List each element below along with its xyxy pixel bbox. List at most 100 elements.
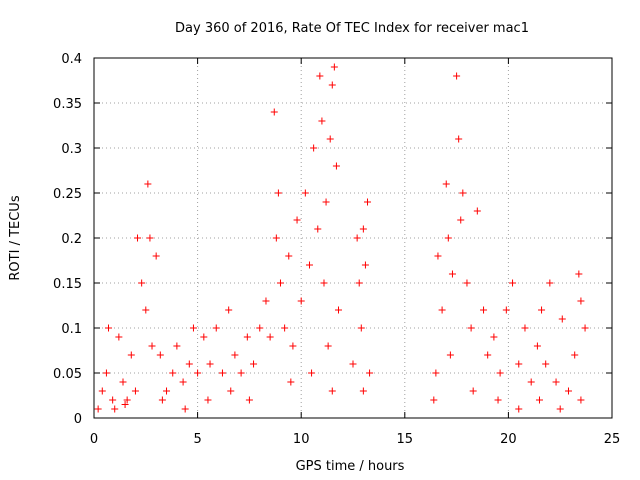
data-point: [225, 306, 233, 314]
data-point: [330, 63, 338, 71]
chart-title: Day 360 of 2016, Rate Of TEC Index for r…: [175, 21, 529, 36]
data-point: [169, 369, 177, 377]
axis-ticks: [93, 57, 613, 419]
data-point: [521, 324, 529, 332]
data-point: [185, 360, 193, 368]
data-point: [515, 405, 523, 413]
y-tick-label: 0.25: [53, 187, 82, 202]
data-point: [206, 360, 214, 368]
x-tick-label: 10: [293, 432, 310, 447]
data-point: [262, 297, 270, 305]
data-point: [121, 401, 129, 408]
y-tick-labels: 0 0.05 0.1 0.15 0.2 0.25 0.3 0.35 0.4: [53, 52, 82, 427]
data-point: [355, 279, 363, 287]
data-point: [558, 315, 566, 323]
data-point: [542, 360, 550, 368]
data-point: [473, 207, 481, 215]
data-point: [438, 306, 446, 314]
data-point: [556, 405, 564, 413]
data-point: [538, 306, 546, 314]
data-point: [285, 252, 293, 260]
data-point: [245, 396, 253, 404]
data-point: [469, 387, 477, 395]
data-point: [243, 333, 251, 341]
x-axis-label: GPS time / hours: [296, 459, 405, 474]
x-tick-label: 20: [500, 432, 517, 447]
data-point: [366, 369, 374, 377]
data-point: [231, 351, 239, 359]
data-point: [102, 369, 110, 377]
data-point: [173, 342, 181, 350]
data-point: [430, 396, 438, 404]
data-point: [212, 324, 220, 332]
data-point: [308, 369, 316, 377]
data-point: [123, 396, 131, 404]
data-point: [115, 333, 123, 341]
data-point: [256, 324, 264, 332]
data-point: [163, 387, 171, 395]
data-point: [467, 324, 475, 332]
data-point: [237, 369, 245, 377]
data-point: [111, 405, 119, 413]
data-point: [144, 180, 152, 188]
data-point: [353, 234, 361, 242]
data-point: [310, 144, 318, 152]
data-point: [322, 198, 330, 206]
data-point: [359, 225, 367, 233]
data-point: [455, 135, 463, 143]
data-point: [533, 342, 541, 350]
data-point: [571, 351, 579, 359]
data-point: [218, 369, 226, 377]
data-point: [181, 405, 189, 413]
data-point: [316, 72, 324, 80]
data-point: [457, 216, 465, 224]
data-point: [494, 396, 502, 404]
data-point: [459, 189, 467, 197]
data-point: [535, 396, 543, 404]
data-point: [484, 351, 492, 359]
data-point: [575, 270, 583, 278]
data-point: [276, 279, 284, 287]
y-tick-label: 0.1: [61, 322, 82, 337]
data-point: [581, 324, 589, 332]
data-point: [334, 306, 342, 314]
data-point: [364, 198, 372, 206]
data-point: [146, 234, 154, 242]
data-point: [227, 387, 235, 395]
x-tick-label: 15: [397, 432, 414, 447]
data-point: [119, 378, 127, 386]
data-point: [105, 324, 113, 332]
data-point: [446, 351, 454, 359]
data-point: [318, 117, 326, 125]
y-axis-label: ROTI / TECUs: [8, 195, 23, 280]
data-point: [509, 279, 517, 287]
data-point: [357, 324, 365, 332]
data-point: [274, 189, 282, 197]
data-point: [527, 378, 535, 386]
data-point: [293, 216, 301, 224]
data-point: [138, 279, 146, 287]
data-point: [434, 252, 442, 260]
grid-lines: [94, 58, 612, 418]
data-point: [453, 72, 461, 80]
data-point: [297, 297, 305, 305]
y-tick-label: 0.05: [53, 367, 82, 382]
y-tick-label: 0.15: [53, 277, 82, 292]
data-point: [301, 189, 309, 197]
x-tick-label: 25: [604, 432, 621, 447]
y-tick-label: 0: [74, 412, 82, 427]
data-point: [328, 81, 336, 89]
data-point: [359, 387, 367, 395]
data-point: [142, 306, 150, 314]
data-point: [127, 351, 135, 359]
data-point: [156, 351, 164, 359]
data-point: [109, 396, 117, 404]
x-tick-label: 5: [193, 432, 201, 447]
x-tick-labels: 0 5 10 15 20 25: [90, 432, 620, 447]
data-point: [490, 333, 498, 341]
data-point: [266, 333, 274, 341]
data-point: [194, 369, 202, 377]
data-point: [272, 234, 280, 242]
y-tick-label: 0.4: [61, 52, 82, 67]
